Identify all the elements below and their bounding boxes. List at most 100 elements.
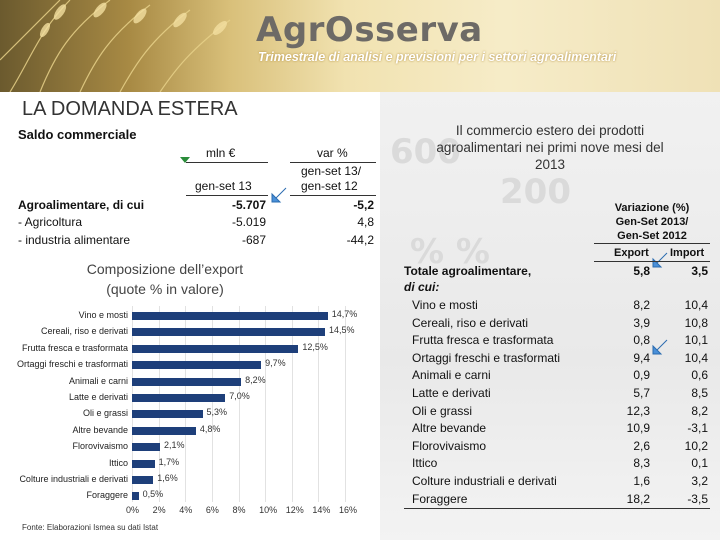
variation-row-export: 0,9 xyxy=(633,368,650,383)
bar-category-label: Frutta fresca e trasformata xyxy=(21,342,128,353)
bar xyxy=(132,312,328,320)
gridline xyxy=(291,306,293,502)
variation-row-export: 18,2 xyxy=(626,491,650,506)
bg-decoration: 200 xyxy=(500,172,571,212)
bar-value-label: 5,3% xyxy=(206,407,228,418)
bar xyxy=(132,459,155,468)
bar-category-label: Foraggere xyxy=(86,490,128,501)
tagline: Trimestrale di analisi e previsioni per … xyxy=(258,50,617,64)
variation-row-label: Altre bevande xyxy=(412,421,487,436)
variation-row-label: Frutta fresca e trasformata xyxy=(412,333,554,348)
bar-category-label: Ittico xyxy=(108,457,128,468)
chart-title-line1: Composizione dell’export xyxy=(86,261,244,277)
variation-row-import: 10,4 xyxy=(684,350,708,365)
bar-category-label: Latte e derivati xyxy=(68,392,128,402)
bar-value-label: 7,0% xyxy=(229,391,250,401)
page-title: LA DOMANDA ESTERA xyxy=(22,98,238,120)
right-background: 600 200 % % xyxy=(380,92,720,540)
x-tick-label: 12% xyxy=(285,505,304,515)
variation-head-line1: Variazione (%) xyxy=(614,202,690,214)
arrow-icon xyxy=(271,187,287,203)
variation-row-import: 8,5 xyxy=(691,386,708,400)
total-export: 5,8 xyxy=(633,264,650,278)
variation-row-label: Foraggere xyxy=(412,491,468,506)
variation-row-export: 8,3 xyxy=(633,456,650,471)
bar-value-label: 1,7% xyxy=(158,456,180,467)
col-var-sub2: gen-set 12 xyxy=(301,179,358,193)
variation-row-label: Cereali, riso e derivati xyxy=(412,315,529,330)
saldo-row-var: 4,8 xyxy=(357,215,374,229)
bg-decoration: 600 xyxy=(390,132,461,172)
bar xyxy=(132,377,242,386)
variation-row-label: Colture industriali e derivati xyxy=(412,474,557,488)
marker-icon xyxy=(180,157,190,163)
chart-title: Composizione dell’export (quote % in val… xyxy=(40,259,290,299)
variation-row-export: 0,8 xyxy=(633,333,650,348)
variation-row-import: 8,2 xyxy=(691,403,708,418)
saldo-row-mln: -5.019 xyxy=(231,215,266,229)
divider xyxy=(186,162,268,163)
variation-row-export: 2,6 xyxy=(633,438,650,453)
bar-value-label: 14,7% xyxy=(331,309,358,319)
x-tick-label: 8% xyxy=(232,505,246,515)
variation-row-export: 10,9 xyxy=(626,421,650,436)
arrow-icon xyxy=(652,339,668,355)
col-mln-sub: gen-set 13 xyxy=(195,179,252,193)
bar-value-label: 2,1% xyxy=(163,440,185,451)
variation-row-import: -3,1 xyxy=(687,421,708,436)
bar-category-label: Oli e grassi xyxy=(82,408,128,419)
bar-value-label: 9,7% xyxy=(265,358,286,369)
variation-row-export: 3,9 xyxy=(633,315,650,330)
gridline xyxy=(158,306,160,502)
bar-value-label: 14,5% xyxy=(329,325,355,336)
variation-head-line2: Gen-Set 2013/ xyxy=(615,216,689,228)
saldo-row-var: -44,2 xyxy=(346,233,374,247)
variation-row-import: 0,1 xyxy=(691,456,708,471)
bg-decoration: % % xyxy=(410,232,490,272)
variation-head-line3: Gen-Set 2012 xyxy=(617,230,687,242)
variation-row-export: 8,2 xyxy=(633,298,650,312)
col-mln-head: mln € xyxy=(206,146,236,160)
variation-row-import: 10,8 xyxy=(684,315,708,330)
bar-category-label: Altre bevande xyxy=(72,424,128,435)
divider xyxy=(290,162,376,163)
gridline xyxy=(185,306,187,502)
bar xyxy=(132,394,226,402)
variation-row-export: 5,7 xyxy=(633,386,650,400)
variation-row-export: 1,6 xyxy=(633,474,650,488)
divider xyxy=(594,243,710,244)
divider xyxy=(186,195,268,196)
col-export-head: Export xyxy=(614,247,649,259)
variation-head: Variazione (%) Gen-Set 2013/ Gen-Set 201… xyxy=(594,201,710,243)
variation-row-label: Oli e grassi xyxy=(412,403,473,418)
bar-category-label: Cereali, riso e derivati xyxy=(40,326,128,337)
bar-value-label: 0,5% xyxy=(142,489,164,500)
bar-category-label: Florovivaismo xyxy=(72,441,128,452)
col-var-head: var % xyxy=(317,146,348,160)
saldo-row-mln: -687 xyxy=(241,233,266,247)
bar xyxy=(132,492,139,501)
bar-category-label: Colture industriali e derivati xyxy=(19,474,128,484)
bar-category-label: Animali e carni xyxy=(68,375,128,386)
variation-row-label: Ittico xyxy=(412,456,438,471)
chart-title-line2: (quote % in valore) xyxy=(106,281,224,297)
variation-row-label: Florovivaismo xyxy=(412,438,487,453)
total-import: 3,5 xyxy=(691,264,708,278)
intro-text: Il commercio estero dei prodotti agroali… xyxy=(436,123,664,172)
gridline xyxy=(238,306,240,502)
saldo-row-label: - industria alimentare xyxy=(18,233,131,247)
divider xyxy=(290,195,376,196)
bar xyxy=(132,410,203,419)
bar-value-label: 12,5% xyxy=(302,341,328,352)
total-sub: di cui: xyxy=(404,280,440,294)
x-tick-label: 14% xyxy=(312,505,331,515)
saldo-row-var: -5,2 xyxy=(353,198,374,212)
bar xyxy=(132,426,196,435)
logo: AgrOsserva xyxy=(256,10,483,50)
wheat-image xyxy=(0,0,231,92)
bar-category-label: Vino e mosti xyxy=(78,310,128,320)
bar-category-label: Ortaggi freschi e trasformati xyxy=(16,359,128,370)
x-tick-label: 16% xyxy=(339,505,358,515)
variation-row-import: 10,4 xyxy=(684,298,708,312)
col-import-head: Import xyxy=(670,247,705,259)
